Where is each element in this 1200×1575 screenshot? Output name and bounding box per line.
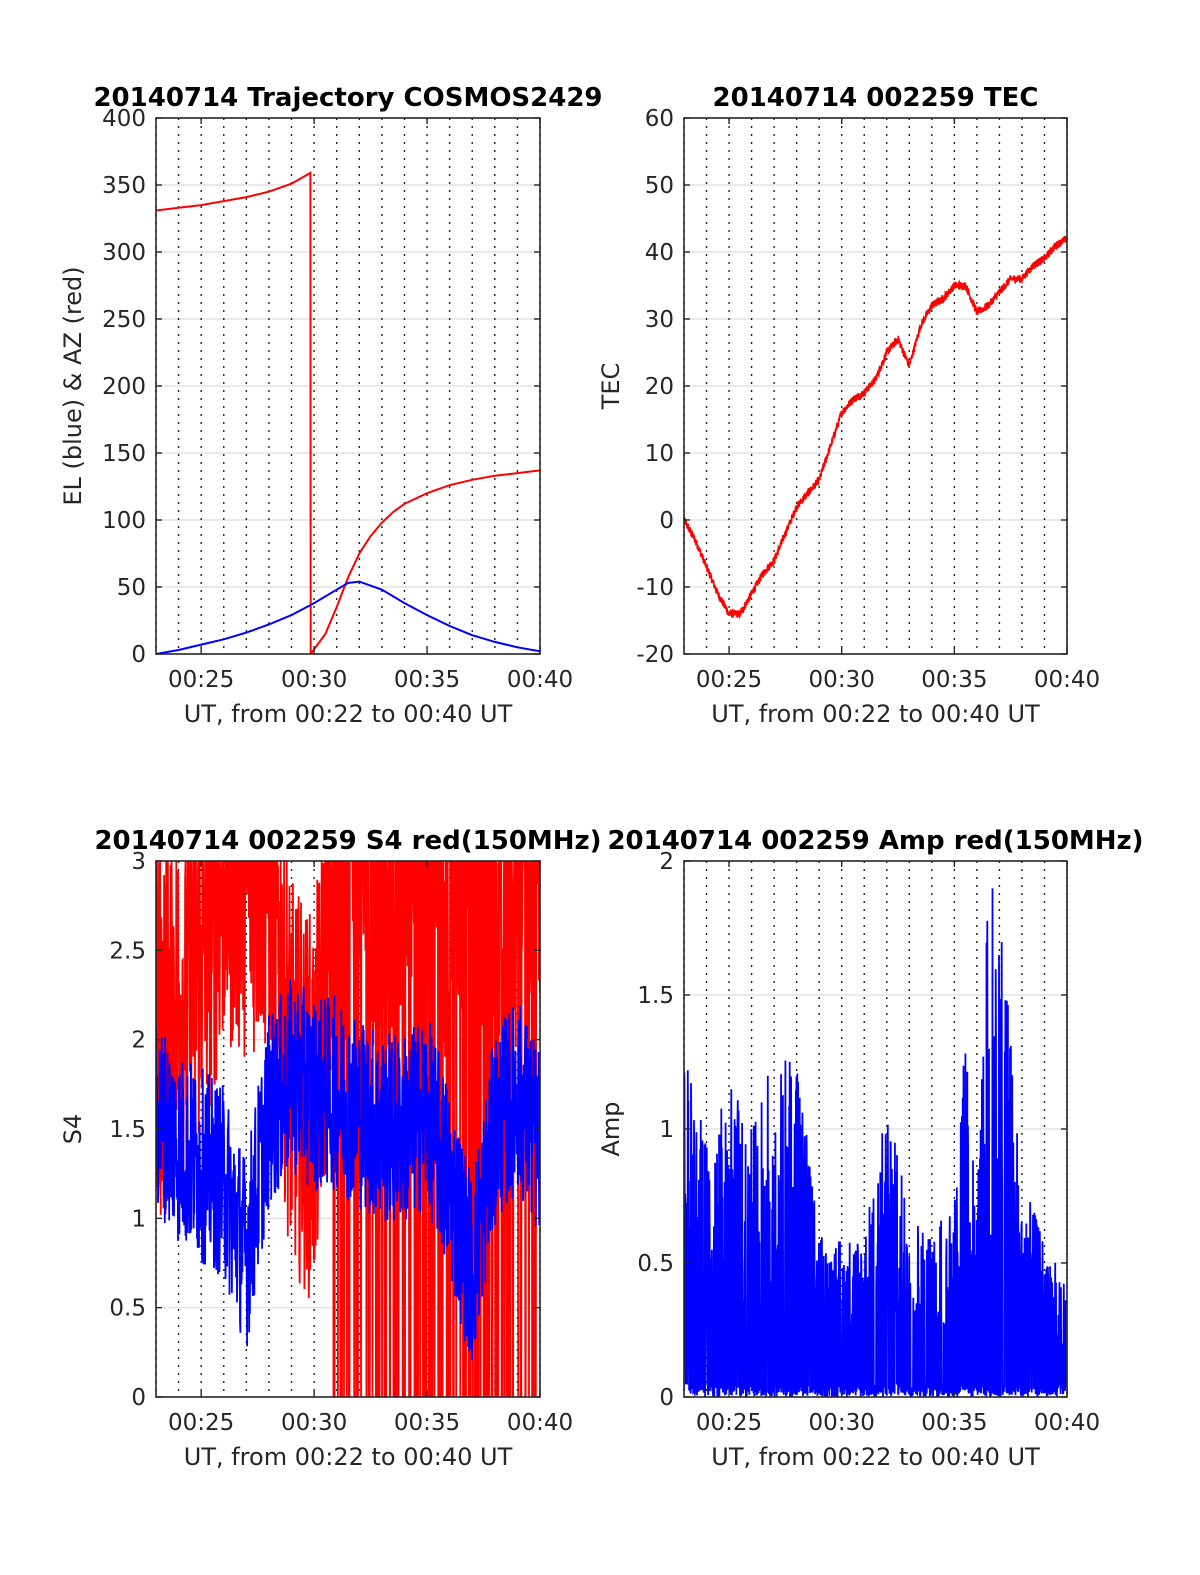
chart-panel-1: 0 50 100 150 200 250 300 350 400 00:25 00:30 00:35 0… <box>59 83 603 728</box>
y-tick-label: 350 <box>102 173 146 199</box>
plot-area <box>156 861 540 1397</box>
y-tick-label: 1 <box>659 1117 674 1143</box>
series-line-1 <box>156 861 540 1397</box>
y-tick-label: 3 <box>131 849 146 875</box>
y-axis-label: S4 <box>59 1114 87 1145</box>
y-tick-label: 100 <box>102 508 146 534</box>
x-tick-label: 00:25 <box>168 1410 234 1436</box>
x-axis-label: UT, from 00:22 to 00:40 UT <box>184 700 513 728</box>
series-line-1 <box>684 235 1067 620</box>
y-tick-label: 30 <box>645 307 674 333</box>
chart-panel-3: 0 0.5 1 1.5 2 2.5 3 00:25 00:30 00:35 00:40 2014071… <box>59 826 602 1471</box>
x-axis-label: UT, from 00:22 to 00:40 UT <box>711 1443 1040 1471</box>
x-tick-label: 00:30 <box>809 667 875 693</box>
chart-title: 20140714 Trajectory COSMOS2429 <box>93 83 602 113</box>
chart-title: 20140714 002259 Amp red(150MHz) <box>607 826 1143 856</box>
y-tick-label: 300 <box>102 240 146 266</box>
chart-title: 20140714 002259 S4 red(150MHz) <box>94 826 601 856</box>
y-tick-label: 0.5 <box>637 1251 674 1277</box>
y-tick-label: 50 <box>117 575 146 601</box>
y-tick-label: 50 <box>645 173 674 199</box>
y-tick-label: -20 <box>636 642 674 668</box>
y-tick-label: -10 <box>636 575 674 601</box>
x-tick-label: 00:35 <box>394 667 460 693</box>
y-tick-label: 60 <box>645 106 674 132</box>
chart-panel-2: -20 -10 0 10 20 30 40 50 60 00:25 00:30 00:35 00:40 2… <box>597 83 1100 728</box>
x-tick-label: 00:25 <box>696 1410 762 1436</box>
x-axis-label: UT, from 00:22 to 00:40 UT <box>711 700 1040 728</box>
y-tick-label: 10 <box>645 441 674 467</box>
x-tick-label: 00:35 <box>394 1410 460 1436</box>
chart-title: 20140714 002259 TEC <box>713 83 1039 113</box>
x-tick-label: 00:30 <box>281 1410 347 1436</box>
y-tick-label: 150 <box>102 441 146 467</box>
y-tick-label: 2 <box>131 1028 146 1054</box>
y-tick-label: 0 <box>659 1385 674 1411</box>
y-axis-label: Amp <box>597 1101 625 1156</box>
y-axis-label: TEC <box>597 363 625 411</box>
y-tick-label: 250 <box>102 307 146 333</box>
y-tick-label: 0 <box>131 1385 146 1411</box>
y-tick-label: 1.5 <box>637 983 674 1009</box>
y-tick-label: 20 <box>645 374 674 400</box>
y-tick-label: 200 <box>102 374 146 400</box>
x-axis-label: UT, from 00:22 to 00:40 UT <box>184 1443 513 1471</box>
x-tick-label: 00:40 <box>507 667 573 693</box>
y-tick-label: 400 <box>102 106 146 132</box>
y-tick-label: 2.5 <box>109 938 146 964</box>
x-tick-label: 00:30 <box>809 1410 875 1436</box>
y-tick-label: 0 <box>659 508 674 534</box>
series-line-2 <box>156 979 540 1361</box>
y-tick-label: 0 <box>131 642 146 668</box>
y-tick-label: 1.5 <box>109 1117 146 1143</box>
elevation-line <box>156 580 540 654</box>
x-tick-label: 00:35 <box>921 1410 987 1436</box>
plot-area <box>684 235 1067 620</box>
y-tick-label: 1 <box>131 1206 146 1232</box>
x-tick-label: 00:25 <box>168 667 234 693</box>
x-tick-label: 00:40 <box>1034 1410 1100 1436</box>
y-tick-label: 0.5 <box>109 1296 146 1322</box>
plot-area <box>156 171 540 654</box>
y-tick-label: 40 <box>645 240 674 266</box>
y-tick-label: 2 <box>659 849 674 875</box>
series-line-1 <box>684 888 1067 1397</box>
x-tick-label: 00:40 <box>1034 667 1100 693</box>
x-tick-label: 00:30 <box>281 667 347 693</box>
x-tick-label: 00:35 <box>921 667 987 693</box>
x-tick-label: 00:40 <box>507 1410 573 1436</box>
x-tick-label: 00:25 <box>696 667 762 693</box>
plot-area <box>684 888 1067 1397</box>
y-axis-label: EL (blue) & AZ (red) <box>59 266 87 505</box>
chart-panel-4: 0 0.5 1 1.5 2 00:25 00:30 00:35 00:40 20140714 00… <box>597 826 1144 1471</box>
azimuth-line <box>156 171 540 654</box>
